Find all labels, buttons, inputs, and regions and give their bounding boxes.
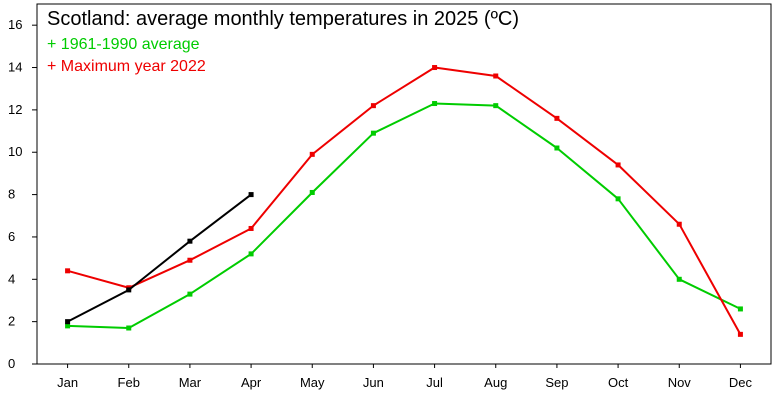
data-point-max [187, 257, 193, 263]
x-tick-label: Oct [608, 375, 629, 390]
x-axis: Jan Feb Mar Apr May Jun Jul Aug Sep Oct Nov Dec [57, 364, 752, 390]
x-tick-label: Mar [179, 375, 202, 390]
series-line-avg [67, 102, 741, 329]
data-point-max [65, 268, 71, 274]
data-point-y2025 [126, 287, 132, 293]
series-max [65, 65, 743, 337]
data-point-avg [248, 251, 254, 257]
y-tick-label: 16 [8, 17, 22, 32]
x-tick-label: May [300, 375, 325, 390]
data-point-max [615, 162, 621, 168]
data-point-avg [187, 291, 193, 297]
data-point-avg [493, 103, 499, 109]
data-point-avg [432, 101, 438, 107]
data-point-max [248, 225, 254, 231]
data-point-max [737, 331, 743, 337]
data-point-max [676, 221, 682, 227]
x-tick-label: Apr [241, 375, 262, 390]
data-point-avg [309, 189, 315, 195]
x-tick-label: Feb [118, 375, 140, 390]
data-point-avg [554, 145, 560, 151]
series-line-y2025 [67, 193, 252, 323]
y-tick-label: 14 [8, 60, 22, 75]
data-point-max [554, 115, 560, 121]
y-tick-label: 12 [8, 102, 22, 117]
legend-item-average: + 1961-1990 average [47, 36, 200, 53]
chart-title: Scotland: average monthly temperatures i… [47, 8, 519, 30]
data-point-max [370, 103, 376, 109]
x-tick-label: Sep [545, 375, 568, 390]
legend-item-maximum: + Maximum year 2022 [47, 58, 206, 75]
data-point-y2025 [65, 319, 71, 325]
y-tick-label: 6 [8, 229, 15, 244]
y-tick-label: 8 [8, 187, 15, 202]
series-avg [65, 101, 743, 331]
y-tick-label: 4 [8, 271, 15, 286]
x-tick-label: Nov [668, 375, 692, 390]
data-point-max [309, 151, 315, 157]
data-point-avg [615, 196, 621, 202]
x-tick-label: Jun [363, 375, 384, 390]
data-point-avg [370, 130, 376, 136]
y-tick-label: 0 [8, 356, 15, 371]
data-point-max [493, 73, 499, 79]
data-point-y2025 [187, 238, 193, 244]
x-tick-label: Aug [484, 375, 507, 390]
y-axis: 0 2 4 6 8 10 12 14 16 [8, 17, 37, 371]
data-point-max [432, 65, 438, 71]
x-tick-label: Dec [729, 375, 753, 390]
series-y2025 [65, 192, 254, 325]
y-tick-label: 2 [8, 314, 15, 329]
y-tick-label: 10 [8, 144, 22, 159]
data-point-avg [65, 323, 71, 329]
plot-frame [36, 3, 772, 365]
series-line-max [67, 66, 742, 335]
x-tick-label: Jan [57, 375, 78, 390]
data-point-avg [126, 325, 132, 331]
series-layer [65, 65, 743, 337]
data-point-avg [676, 276, 682, 282]
x-tick-label: Jul [426, 375, 443, 390]
data-point-avg [737, 306, 743, 312]
data-point-y2025 [248, 192, 254, 198]
